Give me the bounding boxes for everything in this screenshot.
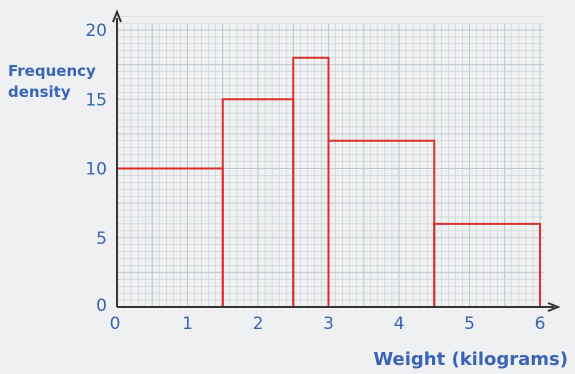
x-tick-label-0: 0	[110, 314, 121, 334]
x-tick-label-1: 1	[182, 314, 193, 334]
histogram-bar-4	[433, 222, 541, 307]
tick-labels: 0 1 2 3 4 5 6 0 5 10 15 20	[85, 21, 545, 334]
x-tick-label-2: 2	[253, 314, 264, 334]
x-tick-label-6: 6	[535, 314, 546, 334]
x-tick-label-5: 5	[464, 314, 475, 334]
y-axis-label-line-1: Frequency	[8, 62, 96, 80]
y-tick-label-0: 0	[96, 296, 107, 316]
y-tick-label-15: 15	[85, 90, 107, 110]
x-tick-label-3: 3	[323, 314, 334, 334]
y-tick-label-20: 20	[85, 21, 107, 41]
axes	[112, 9, 561, 312]
y-axis-arrow	[112, 9, 122, 23]
y-tick-label-5: 5	[96, 229, 107, 249]
grid-lines	[116, 15, 544, 308]
x-axis-label: Weight (kilograms)	[373, 349, 568, 370]
y-axis-label-line-2: density	[8, 83, 71, 101]
x-axis-arrow	[547, 302, 561, 312]
x-tick-label-4: 4	[394, 314, 405, 334]
y-tick-label-10: 10	[85, 160, 107, 180]
